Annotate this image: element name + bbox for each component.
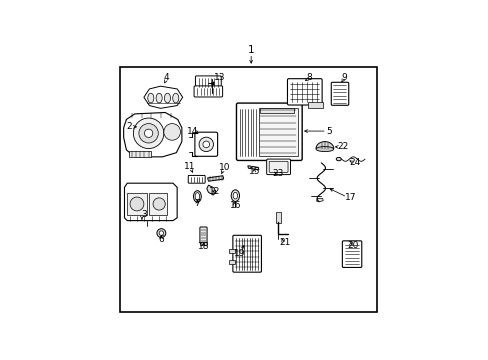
FancyBboxPatch shape: [195, 132, 217, 156]
Bar: [129, 151, 151, 157]
FancyBboxPatch shape: [287, 79, 322, 105]
Text: 8: 8: [305, 72, 311, 81]
Ellipse shape: [156, 93, 162, 103]
Circle shape: [163, 123, 180, 140]
Text: 12: 12: [209, 187, 221, 196]
Text: 17: 17: [345, 193, 356, 202]
Circle shape: [139, 123, 158, 143]
Text: 19: 19: [234, 248, 245, 257]
Ellipse shape: [233, 192, 237, 199]
Ellipse shape: [336, 157, 341, 161]
Polygon shape: [206, 185, 216, 195]
Bar: [275, 212, 281, 223]
Bar: [149, 193, 167, 215]
Text: 21: 21: [279, 238, 290, 247]
Ellipse shape: [193, 191, 201, 202]
Polygon shape: [124, 183, 177, 221]
Bar: [228, 249, 234, 253]
Circle shape: [130, 197, 143, 211]
Circle shape: [199, 137, 213, 152]
Ellipse shape: [147, 93, 154, 103]
Ellipse shape: [164, 93, 170, 103]
FancyBboxPatch shape: [194, 86, 222, 97]
FancyBboxPatch shape: [266, 159, 290, 175]
Text: 24: 24: [349, 158, 360, 167]
Bar: [199, 242, 207, 245]
Bar: [259, 108, 297, 156]
Bar: [307, 102, 322, 108]
FancyBboxPatch shape: [342, 241, 361, 267]
Circle shape: [157, 229, 165, 238]
Circle shape: [203, 141, 209, 148]
Polygon shape: [247, 166, 259, 170]
Bar: [228, 260, 234, 264]
Circle shape: [159, 231, 163, 235]
Text: 3: 3: [141, 210, 146, 219]
Bar: [127, 193, 146, 215]
Text: 13: 13: [213, 72, 225, 81]
Text: 7: 7: [194, 199, 200, 208]
Text: 14: 14: [187, 127, 198, 136]
Text: 18: 18: [197, 242, 209, 251]
FancyBboxPatch shape: [188, 175, 205, 183]
FancyBboxPatch shape: [236, 103, 302, 161]
Polygon shape: [143, 86, 183, 108]
Text: 10: 10: [219, 163, 230, 172]
Text: 1: 1: [247, 45, 254, 55]
Text: 15: 15: [248, 167, 260, 176]
Ellipse shape: [195, 193, 199, 201]
Polygon shape: [123, 112, 182, 157]
FancyBboxPatch shape: [200, 227, 207, 243]
Text: 6: 6: [158, 235, 164, 244]
Text: 23: 23: [272, 169, 284, 178]
Ellipse shape: [231, 190, 239, 202]
Text: 16: 16: [230, 201, 242, 210]
Ellipse shape: [172, 93, 179, 103]
Polygon shape: [207, 176, 224, 181]
FancyBboxPatch shape: [195, 76, 221, 89]
Text: 9: 9: [341, 72, 346, 81]
Polygon shape: [315, 141, 333, 149]
FancyBboxPatch shape: [268, 161, 287, 172]
Text: 5: 5: [326, 127, 332, 136]
Bar: [120, 67, 376, 312]
Circle shape: [144, 129, 152, 138]
FancyBboxPatch shape: [232, 235, 261, 272]
Circle shape: [153, 198, 165, 210]
Bar: [260, 108, 293, 113]
Ellipse shape: [315, 147, 333, 152]
FancyBboxPatch shape: [330, 82, 348, 105]
Polygon shape: [316, 198, 323, 202]
Text: 20: 20: [347, 240, 358, 249]
Text: 4: 4: [163, 72, 168, 81]
Text: 22: 22: [336, 142, 347, 151]
Text: 2: 2: [126, 122, 132, 131]
Circle shape: [133, 118, 163, 149]
Text: 11: 11: [184, 162, 196, 171]
